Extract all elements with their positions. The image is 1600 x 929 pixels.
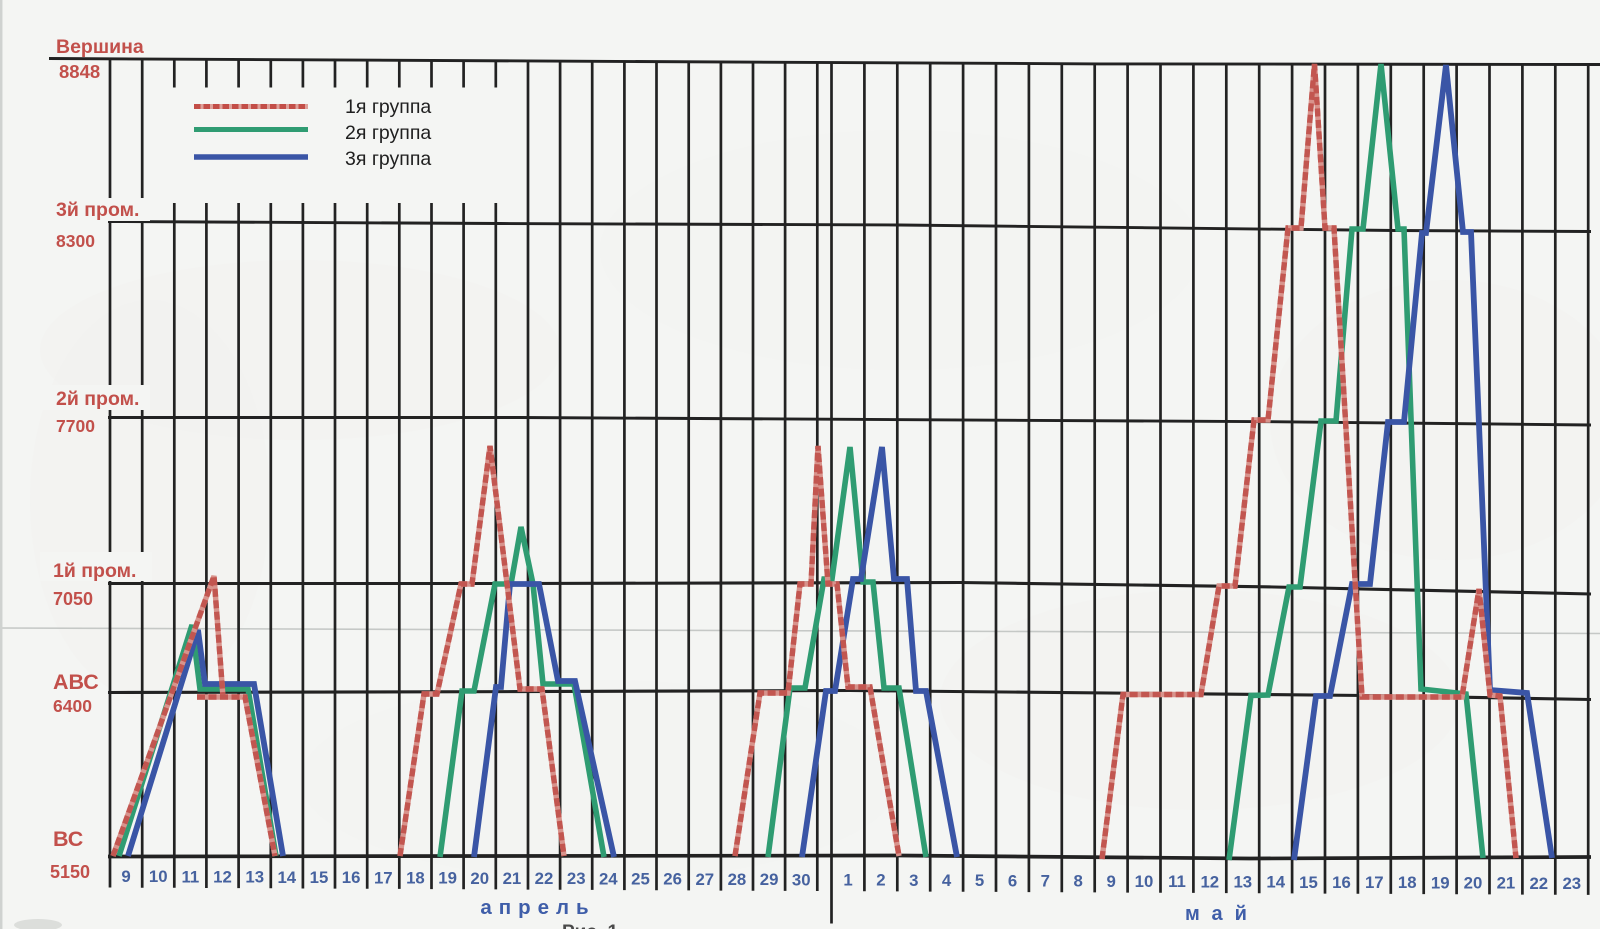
svg-text:17: 17 (1365, 873, 1384, 892)
svg-text:2й пром.: 2й пром. (56, 388, 139, 410)
svg-text:5150: 5150 (50, 862, 90, 882)
svg-text:1: 1 (843, 871, 852, 890)
svg-text:7: 7 (1041, 872, 1050, 891)
svg-text:15: 15 (310, 868, 329, 887)
svg-text:12: 12 (213, 868, 232, 887)
svg-text:2я группа: 2я группа (345, 122, 431, 144)
svg-text:18: 18 (1398, 873, 1417, 892)
svg-text:26: 26 (663, 870, 682, 889)
svg-text:8848: 8848 (59, 61, 100, 82)
svg-text:18: 18 (406, 869, 425, 888)
svg-text:11: 11 (182, 867, 200, 886)
svg-text:22: 22 (535, 869, 554, 888)
svg-text:9: 9 (1107, 872, 1116, 891)
svg-text:29: 29 (760, 870, 779, 889)
svg-text:12: 12 (1200, 872, 1219, 891)
svg-text:3: 3 (909, 871, 918, 890)
svg-text:30: 30 (792, 870, 811, 889)
svg-text:23: 23 (1562, 874, 1581, 893)
svg-text:апрель: апрель (480, 896, 595, 919)
svg-text:28: 28 (728, 870, 747, 889)
svg-text:6400: 6400 (53, 696, 92, 716)
svg-text:8: 8 (1074, 872, 1083, 891)
svg-text:май: май (1185, 903, 1259, 925)
svg-text:15: 15 (1299, 873, 1318, 892)
svg-text:16: 16 (1332, 873, 1351, 892)
svg-text:13: 13 (1233, 872, 1252, 891)
svg-text:25: 25 (631, 870, 650, 889)
svg-text:14: 14 (1266, 873, 1285, 892)
svg-text:13: 13 (245, 868, 264, 887)
svg-text:Рис. 1: Рис. 1 (562, 922, 618, 929)
svg-text:27: 27 (695, 870, 714, 889)
svg-text:9: 9 (121, 867, 130, 886)
svg-text:19: 19 (1431, 873, 1450, 892)
svg-text:20: 20 (470, 869, 489, 888)
svg-text:10: 10 (1135, 872, 1154, 891)
svg-text:Вершина: Вершина (56, 36, 144, 58)
svg-text:19: 19 (438, 869, 457, 888)
svg-text:5: 5 (975, 871, 984, 890)
svg-text:22: 22 (1529, 874, 1548, 893)
svg-text:7700: 7700 (56, 416, 95, 436)
svg-text:10: 10 (149, 867, 168, 886)
svg-text:3й пром.: 3й пром. (56, 199, 139, 221)
svg-text:21: 21 (503, 869, 522, 888)
svg-text:6: 6 (1008, 871, 1017, 890)
svg-text:8300: 8300 (56, 231, 95, 251)
svg-text:14: 14 (277, 868, 296, 887)
svg-text:7050: 7050 (53, 589, 93, 609)
svg-text:2: 2 (876, 871, 885, 890)
svg-text:11: 11 (1168, 872, 1186, 891)
svg-text:1я группа: 1я группа (345, 96, 431, 118)
svg-text:ВС: ВС (53, 827, 83, 851)
svg-text:3я группа: 3я группа (345, 148, 431, 170)
svg-text:АВС: АВС (53, 670, 99, 694)
svg-text:1й пром.: 1й пром. (53, 560, 136, 582)
svg-text:24: 24 (599, 869, 618, 888)
svg-text:23: 23 (567, 869, 586, 888)
svg-text:16: 16 (342, 868, 361, 887)
svg-text:21: 21 (1497, 874, 1516, 893)
svg-text:4: 4 (942, 871, 952, 890)
svg-text:20: 20 (1464, 874, 1483, 893)
svg-text:17: 17 (374, 868, 393, 887)
